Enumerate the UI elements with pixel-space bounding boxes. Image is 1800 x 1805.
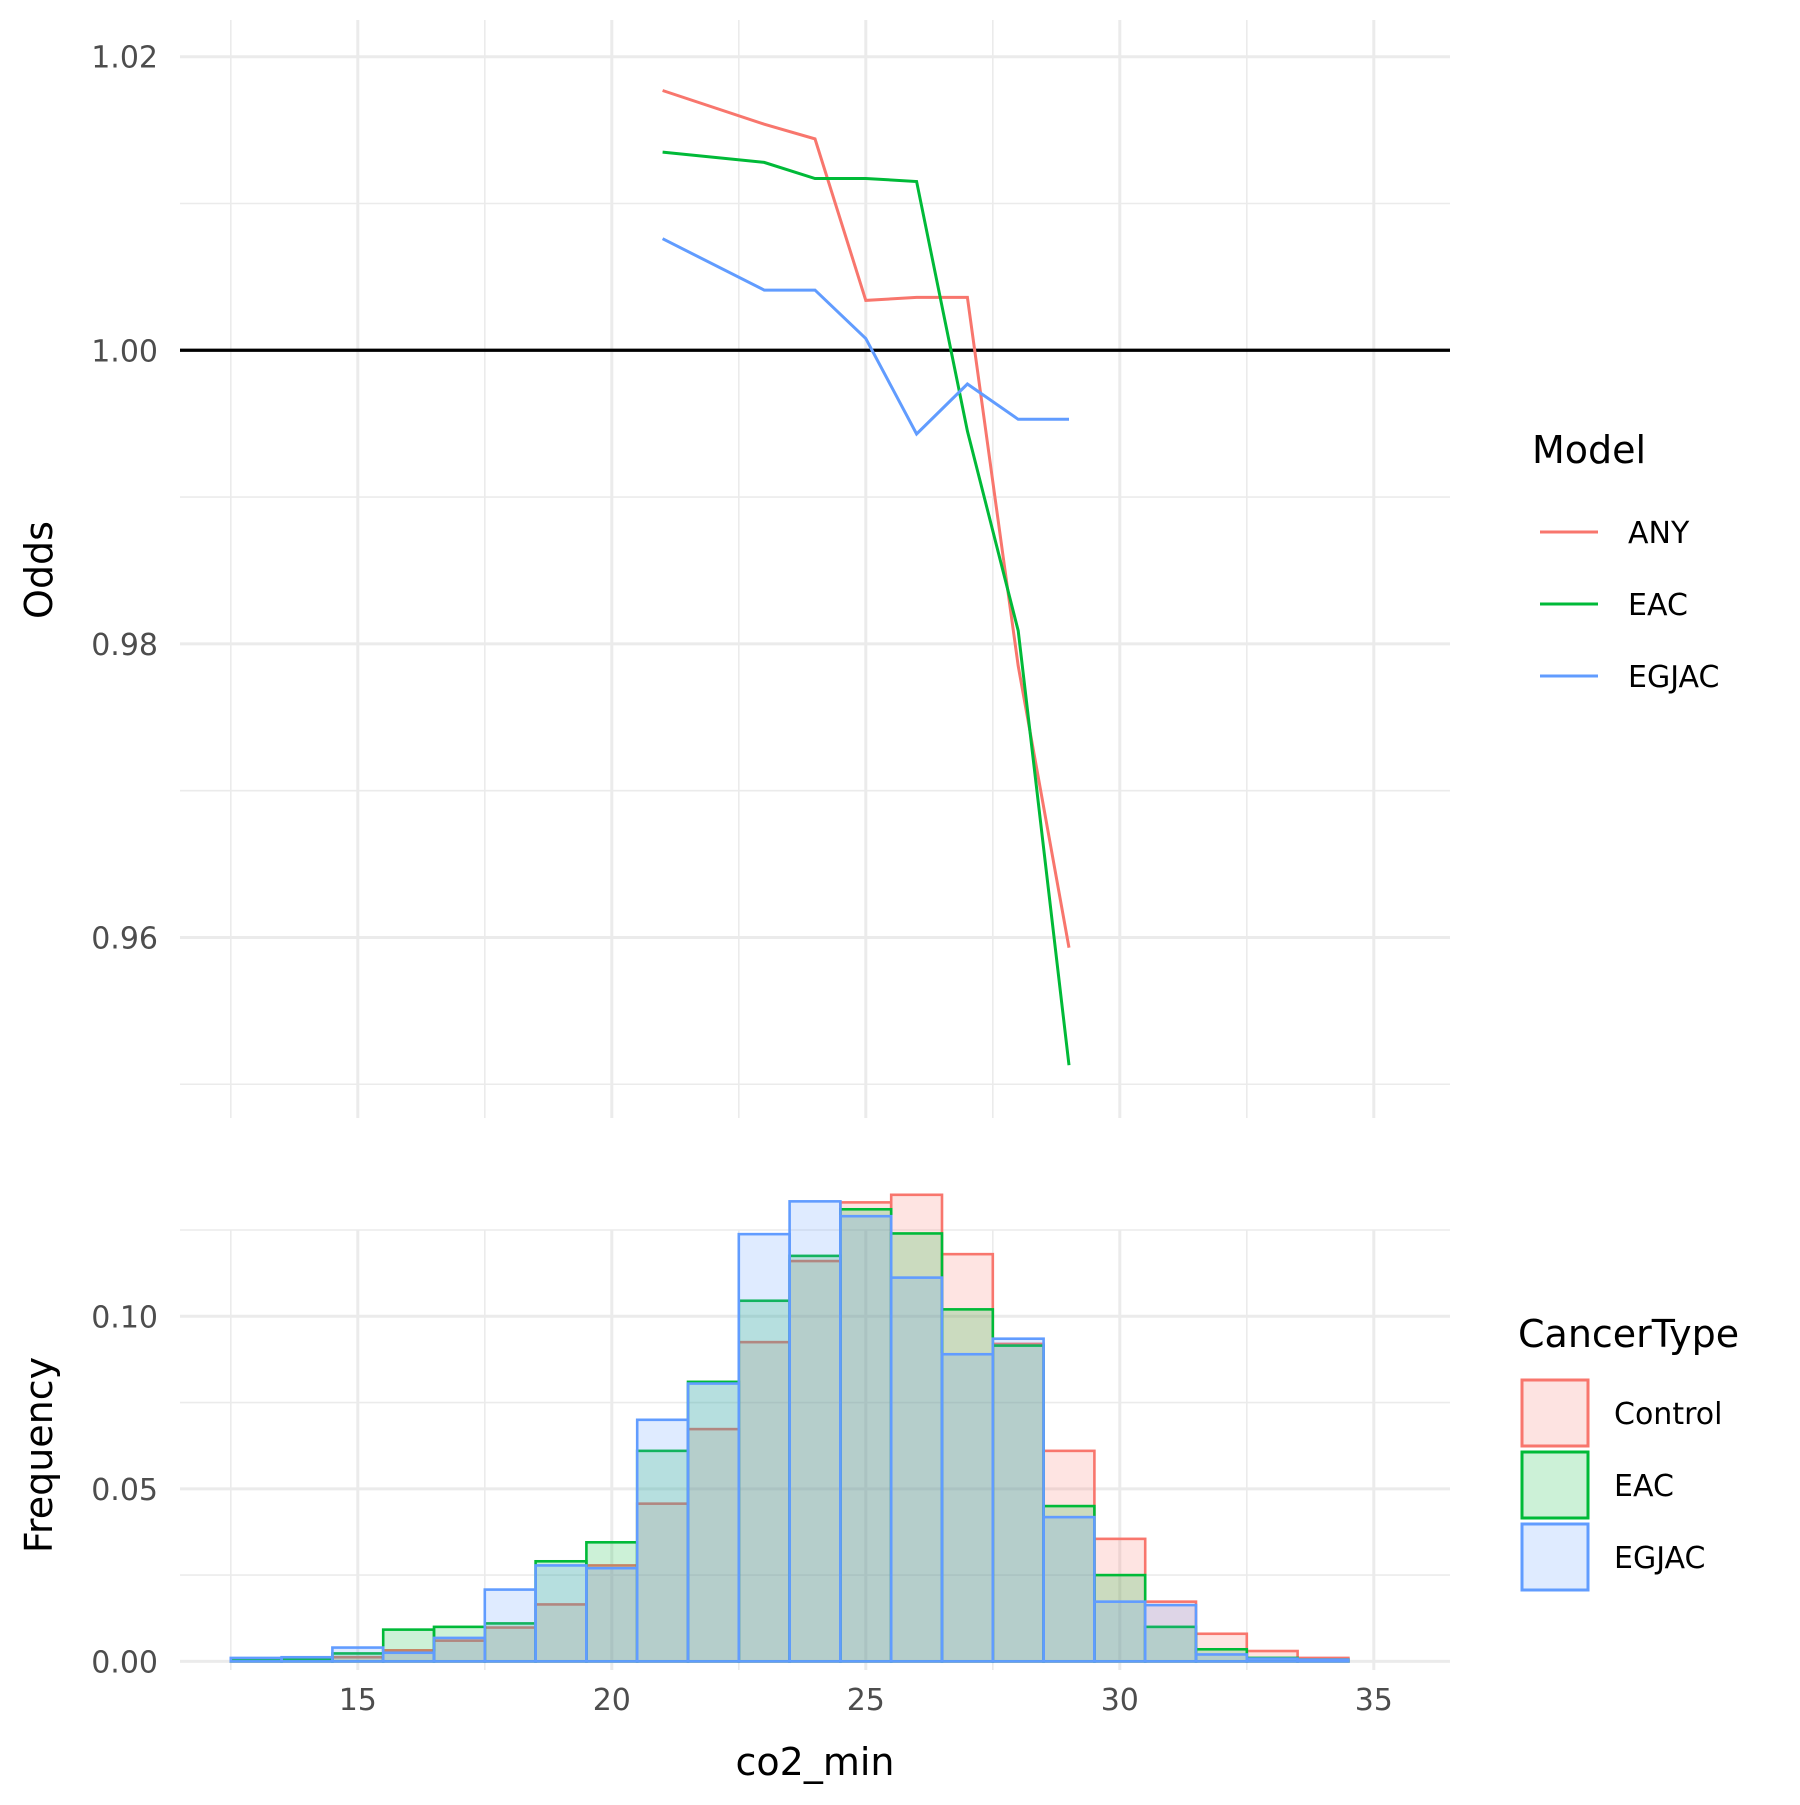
legend-cancertype: CancerType Control EAC EGJAC <box>1518 1312 1739 1592</box>
hist-series-eac <box>229 1207 1350 1663</box>
hist-bar-egjac <box>889 1276 944 1663</box>
hist-bar-egjac <box>788 1200 842 1663</box>
hist-bar-control <box>1042 1449 1096 1663</box>
hist-bar-egjac <box>585 1566 639 1663</box>
hist-bar-egjac <box>991 1337 1045 1663</box>
hist-bar-egjac <box>1245 1657 1299 1663</box>
odds-y-axis-title: Odds <box>17 521 61 619</box>
odds-y-tick-label: 1.00 <box>91 334 158 369</box>
histogram-panel-bars <box>229 1193 1350 1663</box>
x-tick-label: 15 <box>339 1683 377 1718</box>
legend-model-label: ANY <box>1628 516 1690 551</box>
odds-y-tick-label: 0.98 <box>91 628 158 663</box>
legend-cancertype-key-eac <box>1520 1450 1590 1520</box>
odds-y-tick-label: 1.02 <box>91 41 158 76</box>
x-tick-label: 35 <box>1355 1683 1393 1718</box>
frequency-y-axis-title: Frequency <box>17 1357 61 1553</box>
legend-cancertype-title: CancerType <box>1518 1312 1739 1356</box>
odds-series-line-eac <box>662 150 1071 1066</box>
legend-cancertype-key-egjac <box>1520 1522 1590 1592</box>
hist-bar-egjac <box>686 1382 741 1663</box>
hist-bar-egjac <box>381 1651 436 1663</box>
hist-bar-egjac <box>1093 1600 1147 1663</box>
hist-bar-egjac <box>534 1564 588 1663</box>
x-axis-title: co2_min <box>736 1740 895 1784</box>
legend-model-label: EGJAC <box>1628 660 1719 695</box>
odds-series-line-any <box>662 89 1071 948</box>
hist-bar-egjac <box>940 1352 995 1663</box>
hist-series-control <box>229 1193 1350 1663</box>
hist-bar-egjac <box>483 1588 537 1663</box>
histogram-panel-x-ticks: 15 20 25 30 35 <box>339 1683 1393 1718</box>
legend-cancertype-key-control <box>1520 1378 1590 1448</box>
hist-series-egjac <box>229 1200 1350 1663</box>
x-tick-label: 25 <box>847 1683 885 1718</box>
hist-bar-egjac <box>1296 1658 1350 1663</box>
legend-model-label: EAC <box>1628 588 1688 623</box>
hist-bar-egjac <box>1143 1603 1198 1663</box>
hist-bar-egjac <box>331 1646 385 1663</box>
legend-cancertype-label: Control <box>1614 1397 1722 1432</box>
hist-y-tick-label: 0.05 <box>91 1473 158 1508</box>
hist-bar-egjac <box>229 1656 283 1663</box>
hist-y-tick-label: 0.10 <box>91 1300 158 1335</box>
hist-bar-egjac <box>1042 1515 1096 1663</box>
hist-bar-egjac <box>839 1214 893 1663</box>
odds-panel-y-ticks: 0.96 0.98 1.00 1.02 <box>91 41 158 957</box>
legend-model-title: Model <box>1532 428 1646 472</box>
hist-bar-egjac <box>432 1636 487 1663</box>
hist-bar-control <box>889 1193 944 1663</box>
legend-model: Model ANY EAC EGJAC <box>1532 428 1719 695</box>
hist-y-tick-label: 0.00 <box>91 1645 158 1680</box>
hist-bar-control <box>839 1201 893 1663</box>
legend-cancertype-label: EAC <box>1614 1469 1674 1504</box>
odds-y-tick-label: 0.96 <box>91 921 158 956</box>
hist-bar-eac <box>1042 1504 1096 1663</box>
hist-bar-control <box>991 1342 1045 1663</box>
hist-bar-control <box>585 1564 639 1663</box>
odds-panel-series <box>661 89 1071 1066</box>
legend-cancertype-label: EGJAC <box>1614 1541 1705 1576</box>
odds-series-line-egjac <box>661 237 1069 437</box>
hist-bar-eac <box>381 1628 436 1663</box>
odds-panel-grid <box>180 20 1450 1118</box>
hist-bar-egjac <box>1194 1653 1249 1663</box>
histogram-panel-y-ticks: 0.00 0.05 0.10 <box>91 1300 158 1680</box>
x-tick-label: 20 <box>593 1683 631 1718</box>
hist-bar-egjac <box>280 1655 334 1663</box>
hist-bar-egjac <box>737 1232 791 1663</box>
hist-bar-egjac <box>635 1418 690 1663</box>
x-tick-label: 30 <box>1101 1683 1139 1718</box>
